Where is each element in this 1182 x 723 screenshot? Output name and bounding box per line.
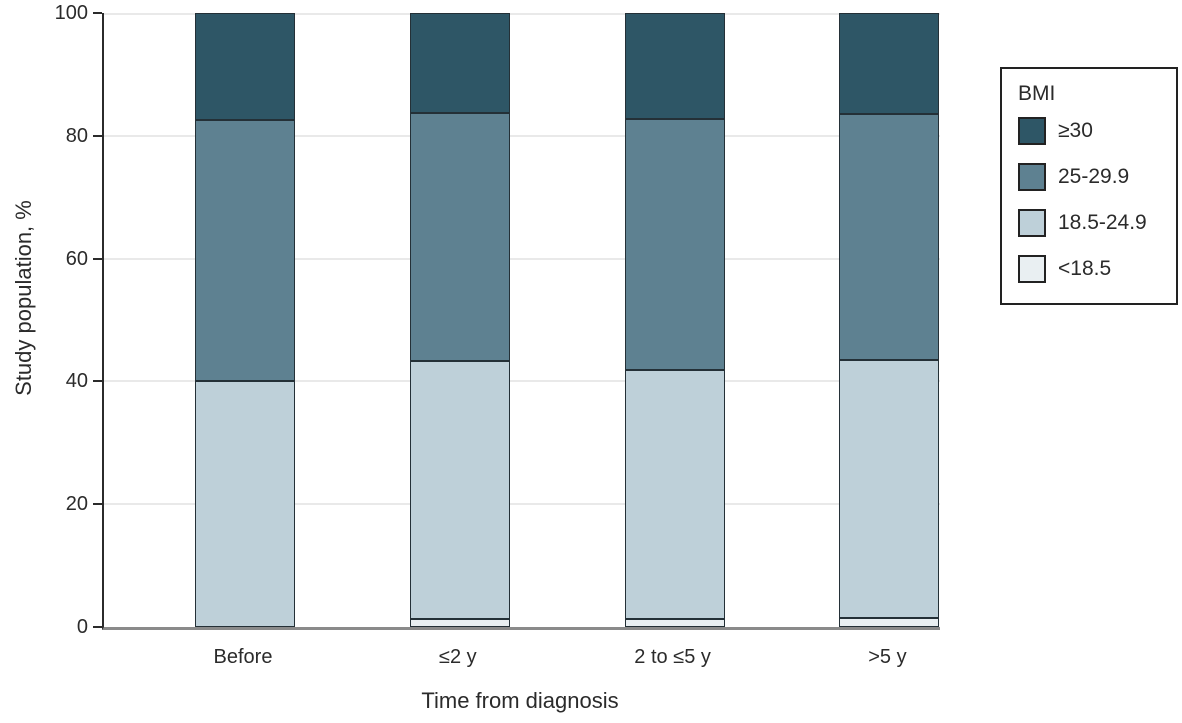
legend-swatch-25-29.9 xyxy=(1018,163,1046,191)
y-tick-20 xyxy=(93,503,102,506)
legend-swatch-18.5-24.9 xyxy=(1018,209,1046,237)
segment-<18.5-≤2 y xyxy=(409,619,510,627)
y-tick-label-0: 0 xyxy=(76,616,88,638)
segment-18.5-24.9-2 to ≤5 y xyxy=(624,370,725,620)
gridline-40 xyxy=(104,380,940,383)
y-tick-40 xyxy=(93,380,102,383)
y-tick-100 xyxy=(93,12,102,14)
y-tick-label-60: 60 xyxy=(65,247,88,270)
legend-swatch-<18.5 xyxy=(1018,255,1046,283)
y-tick-60 xyxy=(93,257,102,260)
gridline-20 xyxy=(104,503,940,506)
legend-item-≥30: ≥30 xyxy=(1018,117,1160,145)
y-tick-label-80: 80 xyxy=(65,124,88,147)
plot-area xyxy=(102,13,940,630)
legend-item-18.5-24.9: 18.5-24.9 xyxy=(1018,209,1160,237)
segment-18.5-24.9-Before xyxy=(195,381,295,627)
legend: BMI ≥30 25-29.9 18.5-24.9 <18.5 xyxy=(1000,67,1178,305)
x-tick-label->5 y: >5 y xyxy=(868,646,907,668)
legend-items: ≥30 25-29.9 18.5-24.9 <18.5 xyxy=(1018,117,1160,283)
y-tick-label-100: 100 xyxy=(54,2,88,24)
legend-label-<18.5: <18.5 xyxy=(1058,257,1112,280)
legend-label-≥30: ≥30 xyxy=(1058,119,1093,142)
x-tick-label-≤2 y: ≤2 y xyxy=(438,646,477,668)
segment-<18.5-2 to ≤5 y xyxy=(624,619,725,627)
legend-title: BMI xyxy=(1018,82,1056,105)
segment-≥30-2 to ≤5 y xyxy=(624,13,725,119)
x-tick-label-Before: Before xyxy=(213,646,273,668)
legend-label-25-29.9: 25-29.9 xyxy=(1058,165,1130,188)
segment-18.5-24.9->5 y xyxy=(839,359,940,618)
y-tick-80 xyxy=(93,134,102,137)
y-tick-0 xyxy=(93,626,102,628)
gridline-100 xyxy=(104,13,940,15)
segment-25-29.9->5 y xyxy=(839,113,940,360)
y-axis-title: Study population, % xyxy=(11,200,36,396)
segment-25-29.9-2 to ≤5 y xyxy=(624,118,725,371)
x-axis-title: Time from diagnosis xyxy=(421,688,619,713)
legend-label-18.5-24.9: 18.5-24.9 xyxy=(1058,211,1147,234)
segment-≥30-≤2 y xyxy=(409,13,510,114)
legend-item-25-29.9: 25-29.9 xyxy=(1018,163,1160,191)
segment-≥30->5 y xyxy=(839,13,940,114)
y-tick-label-20: 20 xyxy=(65,493,88,516)
y-tick-label-40: 40 xyxy=(65,370,88,393)
legend-item-<18.5: <18.5 xyxy=(1018,255,1160,283)
segment-25-29.9-≤2 y xyxy=(409,113,510,362)
legend-swatch-≥30 xyxy=(1018,117,1046,145)
segment-≥30-Before xyxy=(195,13,295,121)
segment-<18.5->5 y xyxy=(839,617,940,627)
gridline-80 xyxy=(104,134,940,137)
segment-25-29.9-Before xyxy=(195,120,295,382)
segment-18.5-24.9-≤2 y xyxy=(409,361,510,620)
gridline-60 xyxy=(104,257,940,260)
x-tick-label-2 to ≤5 y: 2 to ≤5 y xyxy=(634,646,711,668)
